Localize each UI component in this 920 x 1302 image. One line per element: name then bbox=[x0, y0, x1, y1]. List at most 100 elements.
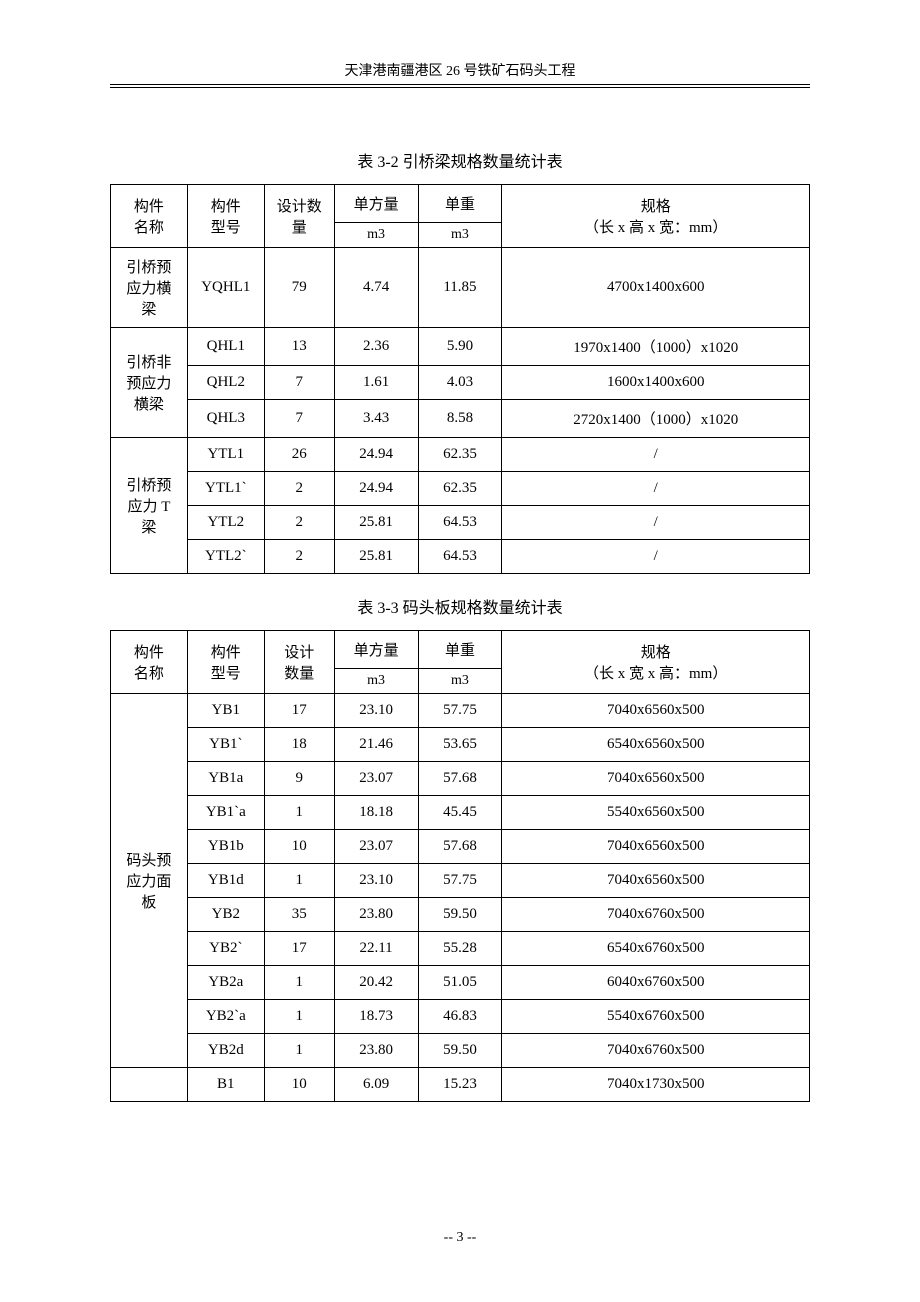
cell-spec: 2720x1400（1000）x1020 bbox=[502, 400, 810, 438]
cell-vol: 18.18 bbox=[334, 796, 418, 830]
table-row: YB1a923.0757.687040x6560x500 bbox=[111, 762, 810, 796]
cell-qty: 26 bbox=[264, 438, 334, 472]
table-row: 引桥预应力 T梁YTL12624.9462.35/ bbox=[111, 438, 810, 472]
table-row: YTL2`225.8164.53/ bbox=[111, 540, 810, 574]
cell-spec: 7040x6560x500 bbox=[502, 864, 810, 898]
cell-vol: 25.81 bbox=[334, 540, 418, 574]
th-spec: 规格（长 x 宽 x 高：mm） bbox=[502, 631, 810, 694]
cell-wt: 62.35 bbox=[418, 438, 502, 472]
cell-vol: 23.10 bbox=[334, 694, 418, 728]
table-row: YB2a120.4251.056040x6760x500 bbox=[111, 966, 810, 1000]
cell-spec: 5540x6760x500 bbox=[502, 1000, 810, 1034]
table-row: QHL373.438.582720x1400（1000）x1020 bbox=[111, 400, 810, 438]
cell-qty: 13 bbox=[264, 328, 334, 366]
cell-spec: 6040x6760x500 bbox=[502, 966, 810, 1000]
cell-group-name: 码头预应力面板 bbox=[111, 694, 188, 1068]
cell-vol: 23.80 bbox=[334, 1034, 418, 1068]
cell-spec: 7040x6560x500 bbox=[502, 762, 810, 796]
table-row: YTL2225.8164.53/ bbox=[111, 506, 810, 540]
cell-qty: 79 bbox=[264, 248, 334, 328]
cell-qty: 7 bbox=[264, 400, 334, 438]
cell-qty: 1 bbox=[264, 1034, 334, 1068]
cell-qty: 2 bbox=[264, 540, 334, 574]
th-wt-unit: m3 bbox=[418, 669, 502, 694]
th-vol: 单方量 bbox=[334, 631, 418, 669]
cell-group-name: 引桥非预应力横梁 bbox=[111, 328, 188, 438]
table1: 构件名称 构件型号 设计数量 单方量 单重 规格（长 x 高 x 宽：mm） m… bbox=[110, 184, 810, 574]
cell-qty: 10 bbox=[264, 1068, 334, 1102]
cell-vol: 3.43 bbox=[334, 400, 418, 438]
cell-vol: 23.10 bbox=[334, 864, 418, 898]
cell-model: YB2d bbox=[187, 1034, 264, 1068]
cell-qty: 2 bbox=[264, 472, 334, 506]
cell-qty: 18 bbox=[264, 728, 334, 762]
cell-wt: 57.75 bbox=[418, 694, 502, 728]
cell-wt: 57.75 bbox=[418, 864, 502, 898]
cell-vol: 24.94 bbox=[334, 472, 418, 506]
cell-spec: 1600x1400x600 bbox=[502, 366, 810, 400]
table-row: YB1b1023.0757.687040x6560x500 bbox=[111, 830, 810, 864]
cell-wt: 64.53 bbox=[418, 540, 502, 574]
cell-vol: 25.81 bbox=[334, 506, 418, 540]
cell-wt: 11.85 bbox=[418, 248, 502, 328]
cell-vol: 21.46 bbox=[334, 728, 418, 762]
cell-wt: 5.90 bbox=[418, 328, 502, 366]
cell-model: YB2 bbox=[187, 898, 264, 932]
table-row: YB2`1722.1155.286540x6760x500 bbox=[111, 932, 810, 966]
cell-vol: 4.74 bbox=[334, 248, 418, 328]
cell-spec: 6540x6560x500 bbox=[502, 728, 810, 762]
cell-spec: 6540x6760x500 bbox=[502, 932, 810, 966]
cell-model: YB1b bbox=[187, 830, 264, 864]
cell-spec: 7040x6560x500 bbox=[502, 830, 810, 864]
cell-spec: / bbox=[502, 540, 810, 574]
cell-group-name bbox=[111, 1068, 188, 1102]
cell-vol: 18.73 bbox=[334, 1000, 418, 1034]
cell-spec: / bbox=[502, 438, 810, 472]
cell-model: YTL2` bbox=[187, 540, 264, 574]
cell-wt: 55.28 bbox=[418, 932, 502, 966]
table-row: QHL271.614.031600x1400x600 bbox=[111, 366, 810, 400]
table-row: YB1`1821.4653.656540x6560x500 bbox=[111, 728, 810, 762]
th-model: 构件型号 bbox=[187, 631, 264, 694]
th-vol: 单方量 bbox=[334, 185, 418, 223]
th-wt: 单重 bbox=[418, 631, 502, 669]
cell-model: YQHL1 bbox=[187, 248, 264, 328]
page-header-title: 天津港南疆港区 26 号铁矿石码头工程 bbox=[110, 60, 810, 80]
table2-caption: 表 3-3 码头板规格数量统计表 bbox=[110, 594, 810, 618]
table-row: YB2`a118.7346.835540x6760x500 bbox=[111, 1000, 810, 1034]
cell-vol: 2.36 bbox=[334, 328, 418, 366]
cell-model: YTL1` bbox=[187, 472, 264, 506]
table-row: YB1d123.1057.757040x6560x500 bbox=[111, 864, 810, 898]
table-row: 引桥非预应力横梁QHL1132.365.901970x1400（1000）x10… bbox=[111, 328, 810, 366]
cell-model: YB1`a bbox=[187, 796, 264, 830]
cell-model: YB1a bbox=[187, 762, 264, 796]
cell-vol: 1.61 bbox=[334, 366, 418, 400]
cell-model: QHL3 bbox=[187, 400, 264, 438]
th-name: 构件名称 bbox=[111, 631, 188, 694]
table-row: B1106.0915.237040x1730x500 bbox=[111, 1068, 810, 1102]
cell-model: YTL1 bbox=[187, 438, 264, 472]
cell-vol: 20.42 bbox=[334, 966, 418, 1000]
cell-wt: 8.58 bbox=[418, 400, 502, 438]
cell-wt: 53.65 bbox=[418, 728, 502, 762]
cell-qty: 7 bbox=[264, 366, 334, 400]
cell-spec: 7040x6760x500 bbox=[502, 1034, 810, 1068]
table-row: 码头预应力面板YB11723.1057.757040x6560x500 bbox=[111, 694, 810, 728]
cell-model: QHL1 bbox=[187, 328, 264, 366]
th-name: 构件名称 bbox=[111, 185, 188, 248]
cell-wt: 64.53 bbox=[418, 506, 502, 540]
page-footer: -- 3 -- bbox=[0, 1230, 920, 1246]
table2: 构件名称 构件型号 设计数量 单方量 单重 规格（长 x 宽 x 高：mm） m… bbox=[110, 630, 810, 1102]
cell-qty: 1 bbox=[264, 864, 334, 898]
cell-spec: 7040x6760x500 bbox=[502, 898, 810, 932]
table-row: YTL1`224.9462.35/ bbox=[111, 472, 810, 506]
cell-spec: 7040x6560x500 bbox=[502, 694, 810, 728]
cell-wt: 59.50 bbox=[418, 1034, 502, 1068]
cell-model: YB1 bbox=[187, 694, 264, 728]
th-wt: 单重 bbox=[418, 185, 502, 223]
cell-qty: 10 bbox=[264, 830, 334, 864]
th-qty: 设计数量 bbox=[264, 631, 334, 694]
cell-qty: 17 bbox=[264, 694, 334, 728]
cell-qty: 9 bbox=[264, 762, 334, 796]
header-divider bbox=[110, 84, 810, 88]
